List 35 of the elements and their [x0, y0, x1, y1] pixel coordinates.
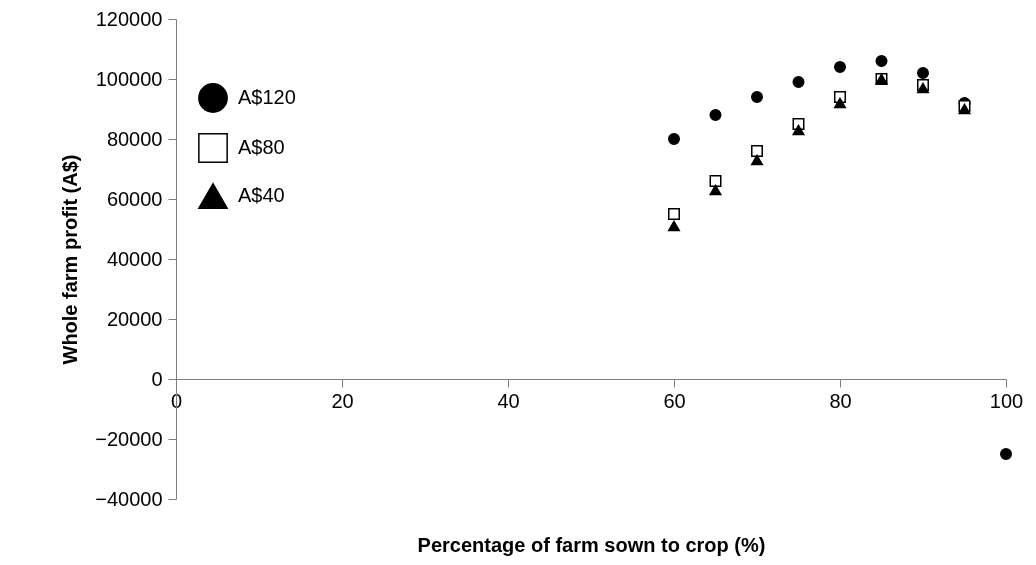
x-tick-label: 60: [663, 389, 686, 412]
point: [668, 208, 680, 220]
y-axis-title: Whole farm profit (A$): [59, 154, 82, 365]
y-tick-label: −40000: [95, 487, 163, 510]
y-tick-label: 40000: [106, 247, 163, 270]
y-tick-label: 60000: [106, 187, 163, 210]
y-tick-label: 20000: [106, 307, 163, 330]
point: [751, 154, 763, 166]
legend-label: A$120: [238, 86, 296, 108]
y-tick-label: 80000: [106, 127, 163, 150]
x-tick-label: 40: [497, 389, 520, 412]
point: [917, 67, 929, 79]
point: [792, 76, 805, 88]
point: [751, 145, 763, 157]
x-axis-title: Percentage of farm sown to crop (%): [417, 533, 766, 556]
y-tick-label: 120000: [95, 7, 163, 30]
point: [1000, 448, 1012, 460]
x-tick-label: 80: [829, 389, 852, 412]
y-tick-label: −20000: [95, 427, 163, 450]
point: [834, 97, 846, 109]
x-tick-label: 100: [989, 389, 1024, 412]
y-tick-label: 0: [151, 367, 163, 390]
point: [709, 184, 722, 196]
point: [792, 124, 805, 136]
point: [668, 133, 680, 145]
point: [709, 175, 722, 187]
point: [875, 55, 888, 67]
point: [709, 109, 722, 121]
x-tick-label: 20: [331, 389, 354, 412]
point: [668, 220, 680, 232]
legend-label: A$40: [238, 184, 285, 206]
legend-label: A$80: [238, 136, 285, 158]
point: [751, 91, 763, 103]
y-tick-label: 100000: [95, 67, 163, 90]
point: [834, 61, 846, 73]
